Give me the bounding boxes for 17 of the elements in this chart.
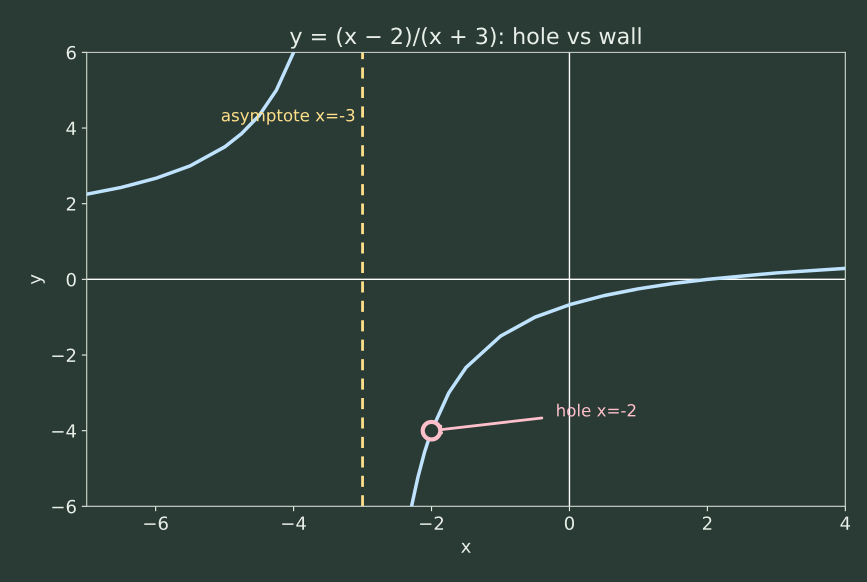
y-tick-label: 2 bbox=[66, 197, 76, 211]
x-tick-label: −6 bbox=[144, 516, 168, 530]
x-tick-label: −4 bbox=[282, 516, 306, 530]
x-tick-label: 0 bbox=[564, 516, 574, 530]
y-tick-label: −4 bbox=[52, 424, 76, 438]
y-tick-label: −6 bbox=[52, 500, 76, 514]
y-tick-label: 6 bbox=[66, 46, 76, 60]
y-tick-label: 4 bbox=[66, 122, 76, 135]
y-tick-label: −2 bbox=[52, 348, 76, 362]
x-tick-label: −2 bbox=[420, 516, 444, 530]
y-tick-label: 0 bbox=[66, 272, 76, 286]
chart-title: y = (x − 2)/(x + 3): hole vs wall bbox=[290, 27, 641, 49]
x-tick-label: 4 bbox=[840, 516, 850, 530]
x-axis-title: x bbox=[461, 542, 471, 553]
y-axis-title: y bbox=[31, 274, 45, 284]
line-series bbox=[410, 266, 846, 506]
x-tick-label: 2 bbox=[702, 516, 712, 530]
